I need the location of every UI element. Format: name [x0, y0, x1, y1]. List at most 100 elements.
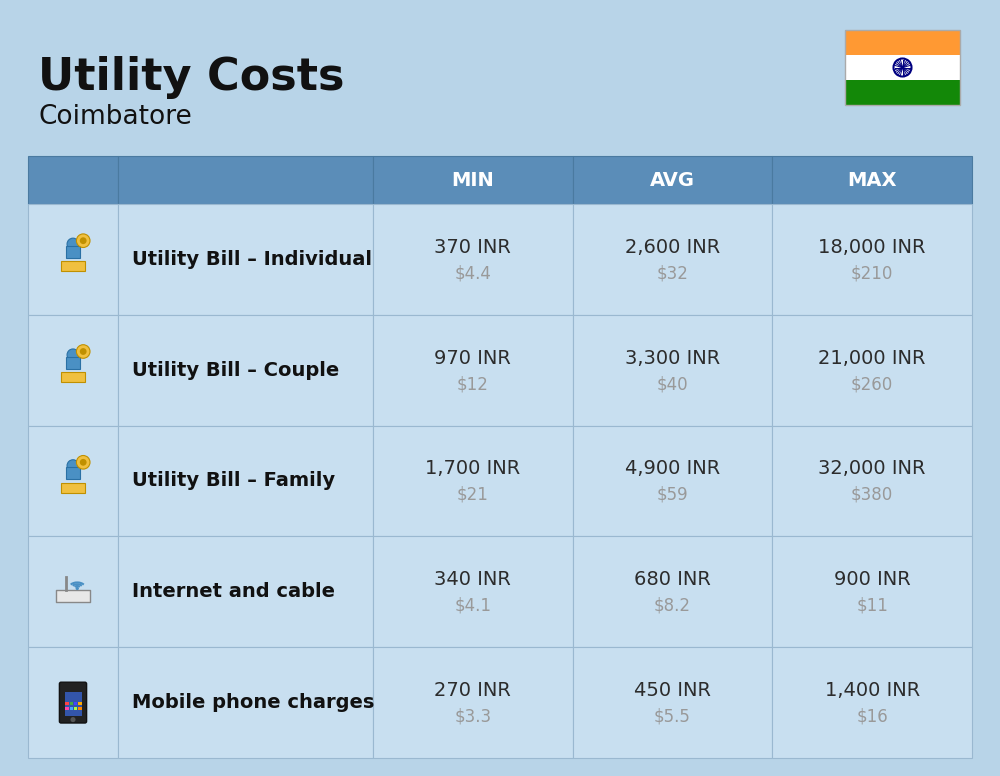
Text: 450 INR: 450 INR [634, 681, 711, 700]
Bar [373, 647, 573, 758]
Bar [65, 702, 69, 705]
Bar [28, 204, 118, 315]
Bar [28, 156, 118, 204]
Text: 4,900 INR: 4,900 INR [625, 459, 720, 479]
Bar [66, 467, 80, 480]
Bar [66, 357, 80, 369]
Text: 2,600 INR: 2,600 INR [625, 238, 720, 257]
Bar [573, 156, 772, 204]
Text: Mobile phone charges: Mobile phone charges [132, 693, 374, 712]
Bar [772, 425, 972, 536]
Text: $32: $32 [657, 265, 688, 282]
Text: $260: $260 [851, 376, 893, 393]
Bar [74, 707, 77, 710]
Text: $5.5: $5.5 [654, 708, 691, 726]
Bar [845, 55, 960, 80]
Bar [70, 702, 73, 705]
Bar [573, 536, 772, 647]
Text: $380: $380 [851, 486, 893, 504]
Bar [772, 315, 972, 425]
Bar [28, 315, 118, 425]
Text: Utility Bill – Individual: Utility Bill – Individual [132, 250, 372, 269]
Text: $12: $12 [457, 376, 489, 393]
Text: $4.1: $4.1 [454, 597, 491, 615]
Text: 1,700 INR: 1,700 INR [425, 459, 520, 479]
Text: 970 INR: 970 INR [434, 348, 511, 368]
Bar [772, 204, 972, 315]
Bar [78, 707, 82, 710]
Bar [373, 536, 573, 647]
Bar [118, 156, 373, 204]
Circle shape [76, 345, 90, 359]
Text: 340 INR: 340 INR [434, 570, 511, 589]
Bar [573, 204, 772, 315]
Text: 18,000 INR: 18,000 INR [818, 238, 926, 257]
Text: $40: $40 [657, 376, 688, 393]
Text: 370 INR: 370 INR [434, 238, 511, 257]
Bar [772, 156, 972, 204]
Bar [373, 204, 573, 315]
Bar [118, 647, 373, 758]
Bar [373, 315, 573, 425]
Circle shape [70, 717, 76, 722]
Circle shape [76, 587, 79, 590]
Bar [373, 156, 573, 204]
Text: 3,300 INR: 3,300 INR [625, 348, 720, 368]
Circle shape [67, 459, 79, 472]
Circle shape [80, 237, 87, 244]
Text: $21: $21 [457, 486, 489, 504]
Bar [573, 315, 772, 425]
Bar [64, 692, 82, 716]
Circle shape [80, 348, 87, 355]
Bar [772, 647, 972, 758]
Bar [61, 483, 85, 493]
Bar [56, 590, 90, 602]
Text: $8.2: $8.2 [654, 597, 691, 615]
Bar [373, 425, 573, 536]
Text: $210: $210 [851, 265, 893, 282]
Bar [573, 647, 772, 758]
Text: MIN: MIN [451, 171, 494, 189]
Bar [845, 80, 960, 105]
Text: $16: $16 [856, 708, 888, 726]
Text: Utility Bill – Family: Utility Bill – Family [132, 472, 335, 490]
Bar [845, 30, 960, 105]
Text: 270 INR: 270 INR [434, 681, 511, 700]
Bar [78, 702, 82, 705]
Text: Coimbatore: Coimbatore [38, 104, 192, 130]
Bar [28, 425, 118, 536]
Text: $59: $59 [657, 486, 688, 504]
Circle shape [67, 349, 79, 361]
Text: 21,000 INR: 21,000 INR [818, 348, 926, 368]
Text: Utility Bill – Couple: Utility Bill – Couple [132, 361, 339, 379]
Bar [845, 30, 960, 55]
Circle shape [67, 238, 79, 250]
Text: 1,400 INR: 1,400 INR [825, 681, 920, 700]
Bar [118, 204, 373, 315]
Bar [28, 536, 118, 647]
Bar [66, 246, 80, 258]
Bar [118, 536, 373, 647]
Bar [118, 315, 373, 425]
Circle shape [80, 459, 87, 466]
Text: $11: $11 [856, 597, 888, 615]
FancyBboxPatch shape [59, 682, 87, 723]
Bar [772, 536, 972, 647]
Text: 32,000 INR: 32,000 INR [818, 459, 926, 479]
Text: Utility Costs: Utility Costs [38, 56, 344, 99]
Bar [65, 707, 69, 710]
Bar [61, 372, 85, 382]
Bar [573, 425, 772, 536]
Text: $4.4: $4.4 [454, 265, 491, 282]
Text: MAX: MAX [847, 171, 897, 189]
Bar [74, 702, 77, 705]
Circle shape [76, 456, 90, 469]
Text: AVG: AVG [650, 171, 695, 189]
Bar [70, 707, 73, 710]
Bar [61, 261, 85, 272]
Text: 680 INR: 680 INR [634, 570, 711, 589]
Text: Internet and cable: Internet and cable [132, 582, 335, 601]
Bar [28, 647, 118, 758]
Text: 900 INR: 900 INR [834, 570, 911, 589]
Text: $3.3: $3.3 [454, 708, 491, 726]
